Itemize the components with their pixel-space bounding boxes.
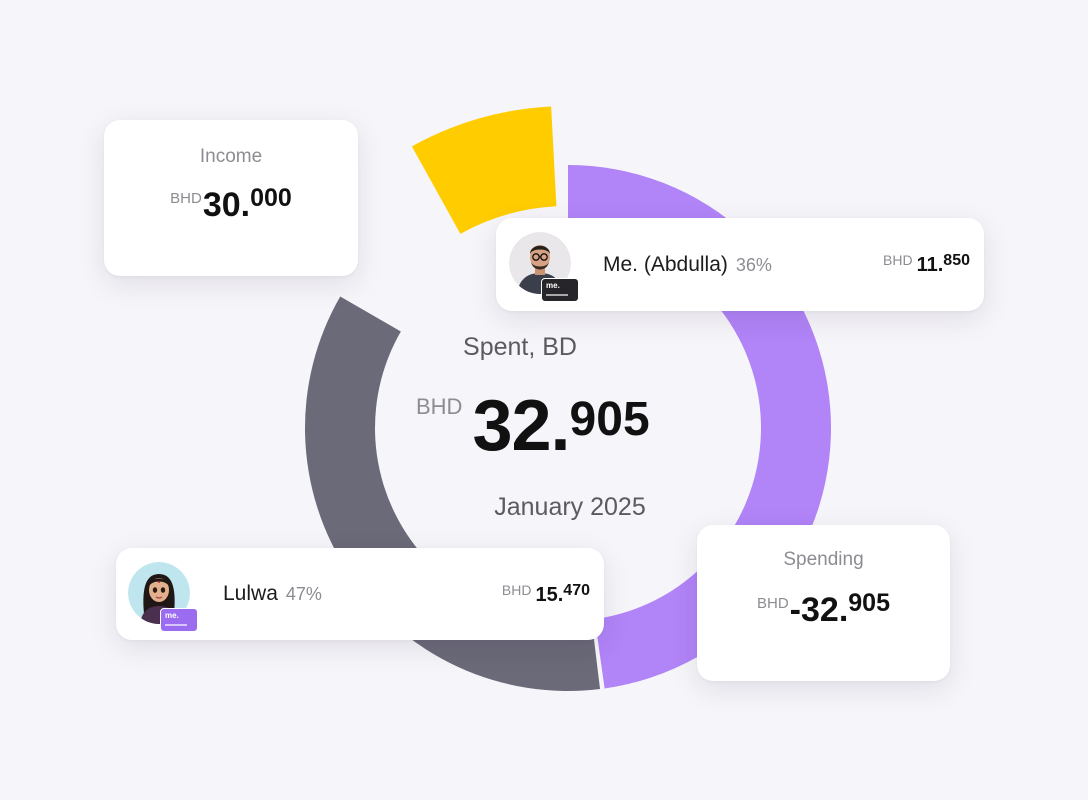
member-amount: BHD 11. 850	[883, 251, 970, 275]
me-bank-card-icon: me.	[541, 278, 579, 302]
spent-amount-decimal: 905	[569, 393, 650, 446]
member-amount-decimal: 850	[943, 252, 970, 269]
spending-label: Spending	[783, 549, 864, 570]
spent-currency: BHD	[416, 394, 463, 419]
card-stripe	[165, 624, 187, 626]
spending-amount: BHD -32. 905	[757, 589, 890, 629]
donut-center: Spent, BD BHD 32. 905 January 2025	[380, 330, 760, 530]
spent-label: Spent, BD	[463, 333, 577, 361]
member-card-lulwa[interactable]: me. Lulwa 47% BHD 15. 470	[116, 548, 604, 640]
member-currency: BHD	[501, 582, 532, 598]
income-currency: BHD	[170, 190, 202, 207]
spending-card: Spending BHD -32. 905	[697, 525, 950, 681]
income-amount-decimal: 000	[250, 184, 292, 212]
spent-amount: BHD 32. 905	[416, 390, 650, 462]
card-stripe	[546, 294, 568, 296]
member-name: Me. (Abdulla)	[603, 253, 728, 276]
income-card: Income BHD 30. 000	[104, 120, 358, 276]
member-name-row: Lulwa 47%	[223, 582, 322, 606]
member-percent: 36%	[735, 255, 772, 275]
member-name-row: Me. (Abdulla) 36%	[603, 253, 772, 277]
income-amount-integer: 30.	[202, 186, 251, 224]
member-currency: BHD	[883, 252, 913, 268]
member-amount-integer: 15.	[535, 584, 564, 606]
member-amount: BHD 15. 470	[502, 581, 590, 605]
me-card-brand: me.	[546, 281, 560, 290]
avatar-me: me.	[509, 232, 579, 302]
income-label: Income	[199, 146, 263, 167]
member-amount-decimal: 470	[563, 582, 590, 599]
spent-amount-integer: 32.	[472, 386, 570, 466]
member-card-me[interactable]: me. Me. (Abdulla) 36% BHD 11. 850	[496, 218, 984, 311]
period-label: January 2025	[494, 493, 646, 521]
income-amount: BHD 30. 000	[170, 184, 292, 224]
member-percent: 47%	[285, 584, 322, 604]
spending-amount-decimal: 905	[848, 589, 890, 617]
lulwa-card-brand: me.	[165, 611, 179, 620]
spending-currency: BHD	[757, 595, 789, 612]
lulwa-bank-card-icon: me.	[160, 608, 198, 632]
donut-segment-income	[411, 106, 557, 234]
avatar-lulwa: me.	[128, 562, 198, 632]
member-amount-integer: 11.	[916, 254, 944, 276]
spending-amount-integer: -32.	[789, 591, 849, 629]
member-name: Lulwa	[223, 582, 278, 605]
